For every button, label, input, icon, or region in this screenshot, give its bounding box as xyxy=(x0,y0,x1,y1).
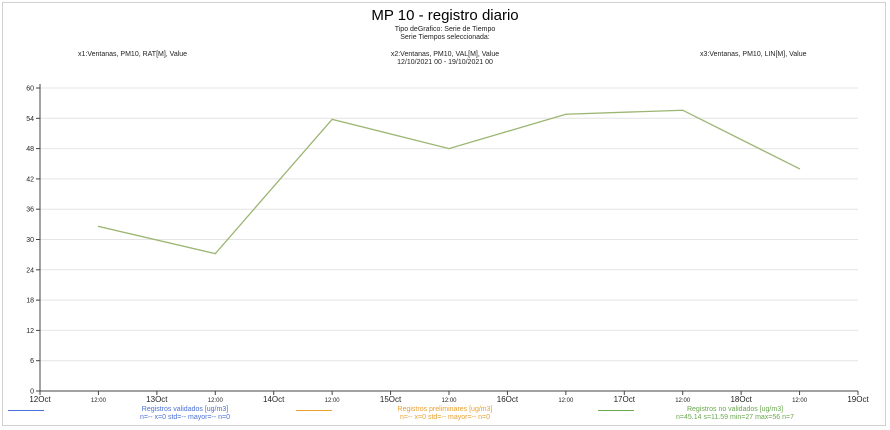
x-tick-label: 12:00 xyxy=(441,398,457,404)
data-point xyxy=(97,225,100,227)
legend-swatch-validados xyxy=(8,410,44,411)
legend-swatch-no-validados xyxy=(598,410,634,411)
legend-entry-validados: Registros validados [ug/m3] n=-- x=0 std… xyxy=(40,406,330,422)
x-tick-label: 12:00 xyxy=(675,398,691,404)
legend-label: Registros no validados [ug/m3] xyxy=(686,406,784,413)
legend-stats: n=-- x=0 std=-- mayor=-- n=0 xyxy=(139,414,231,421)
legend-stats: n=-- x=0 std=-- mayor=-- n=0 xyxy=(399,414,491,421)
data-point xyxy=(798,168,801,170)
y-tick-label: 0 xyxy=(30,389,34,396)
legend-stats: n=45.14 s=11.59 min=27 max=56 n=7 xyxy=(676,414,794,421)
x-tick-label: 12:00 xyxy=(792,398,808,404)
chart-subtitle-line: Serie Tiempos seleccionada: xyxy=(400,34,490,41)
chart-subtitle-line: 12/10/2021 00 - 19/10/2021 00 xyxy=(397,59,493,66)
chart-title: MP 10 - registro diario xyxy=(371,7,519,24)
series-line xyxy=(98,109,800,255)
x-tick-label: 12:00 xyxy=(208,398,224,404)
y-tick-label: 12 xyxy=(26,328,34,335)
y-tick-label: 30 xyxy=(26,237,34,244)
series-header-left: x1:Ventanas, PM10, RAT[M], Value xyxy=(78,51,188,58)
x-tick-label: 12:00 xyxy=(558,398,574,404)
legend-entry-no-validados: Registros no validados [ug/m3] n=45.14 s… xyxy=(590,406,880,422)
data-point xyxy=(682,109,684,111)
chart-subtitle-line: Tipo deGrafico: Serie de Tiempo xyxy=(394,26,496,33)
data-point xyxy=(331,118,333,120)
y-tick-label: 54 xyxy=(26,116,34,123)
data-point xyxy=(214,253,216,255)
y-tick-label: 36 xyxy=(26,207,34,214)
x-tick-label: 17Oct xyxy=(614,395,636,404)
y-tick-label: 6 xyxy=(30,358,34,365)
y-tick-label: 18 xyxy=(26,298,34,305)
y-tick-label: 42 xyxy=(26,176,34,183)
x-tick-label: 13Oct xyxy=(146,395,168,404)
legend-entry-preliminares: Registros preliminares [ug/m3] n=-- x=0 … xyxy=(300,406,590,422)
legend-label: Registros validados [ug/m3] xyxy=(141,406,229,413)
x-tick-label: 16Oct xyxy=(497,395,519,404)
x-tick-label: 19Oct xyxy=(847,395,869,404)
data-point xyxy=(448,148,450,150)
legend-swatch-preliminares xyxy=(296,410,332,411)
chart-subtitle-line: x2:Ventanas, PM10, VAL[M], Value xyxy=(390,51,500,58)
x-tick-label: 18Oct xyxy=(730,395,752,404)
data-point xyxy=(565,113,567,115)
y-tick-label: 24 xyxy=(26,267,34,274)
x-tick-label: 12Oct xyxy=(29,395,51,404)
chart-frame xyxy=(2,2,886,426)
series-header-right: x3:Ventanas, PM10, LIN[M], Value xyxy=(700,51,807,58)
x-tick-label: 12:00 xyxy=(91,398,107,404)
x-tick-label: 14Oct xyxy=(263,395,285,404)
y-tick-label: 60 xyxy=(26,86,34,93)
legend-label: Registros preliminares [ug/m3] xyxy=(397,406,493,413)
y-tick-label: 48 xyxy=(26,146,34,153)
x-tick-label: 15Oct xyxy=(380,395,402,404)
x-tick-label: 12:00 xyxy=(325,398,341,404)
